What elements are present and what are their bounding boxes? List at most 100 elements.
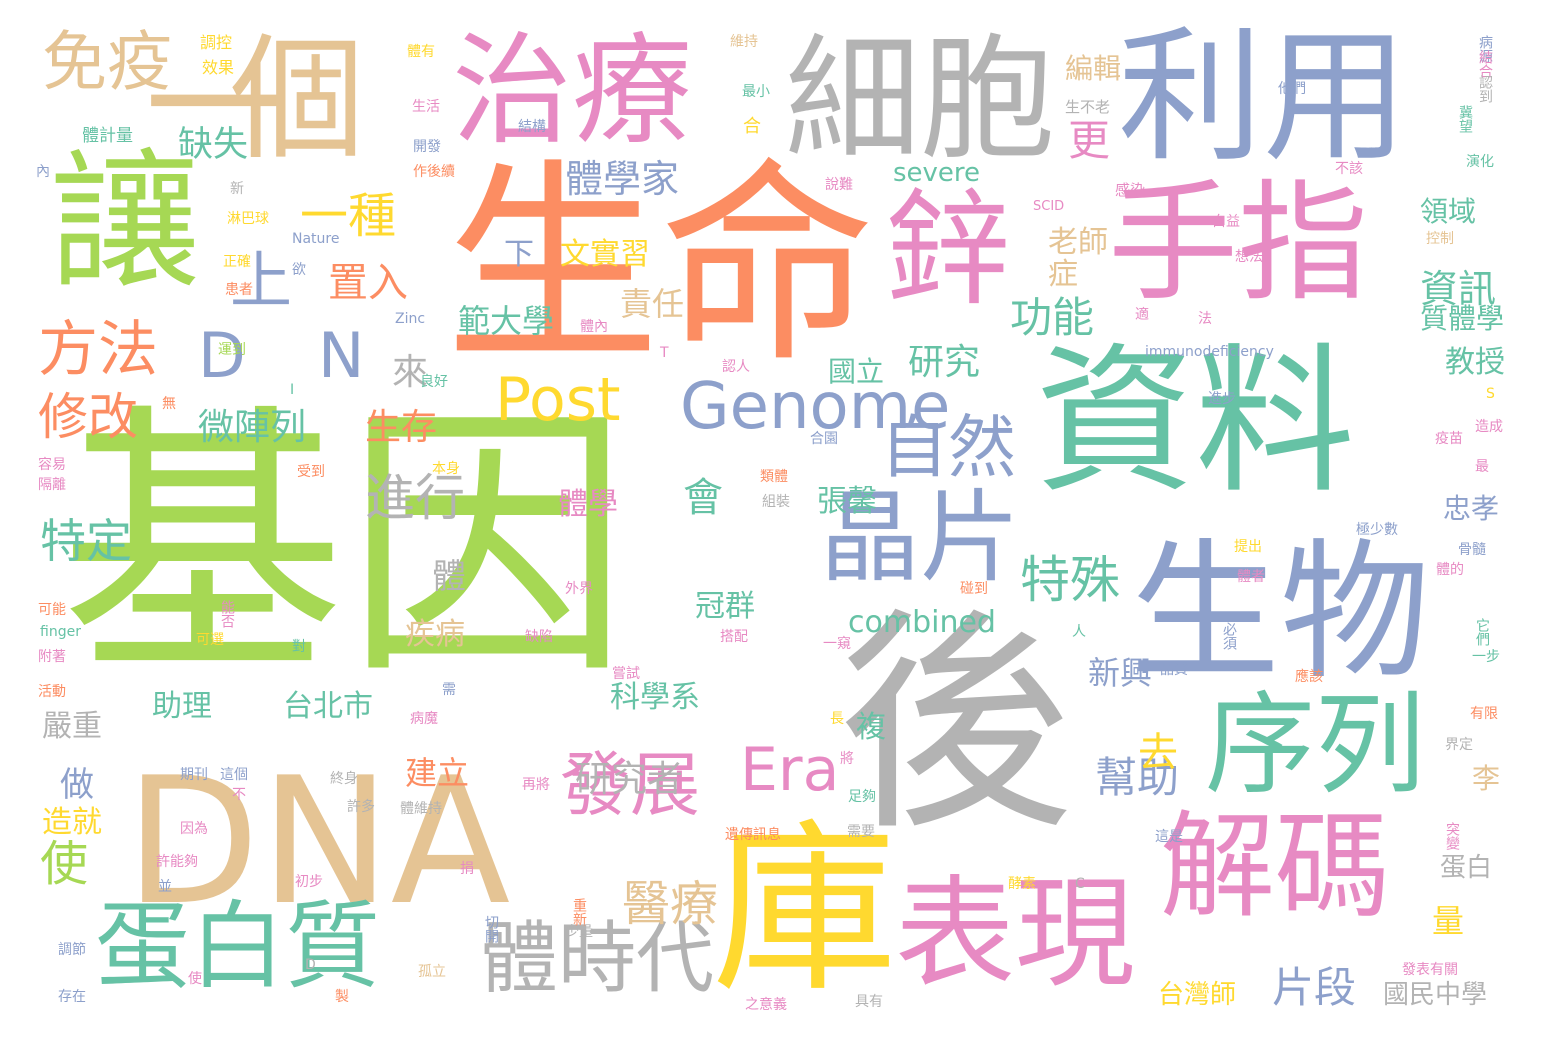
word-n: N (318, 319, 365, 392)
word-chang: 長 (830, 711, 844, 727)
word-shoudao: 受到 (297, 464, 325, 480)
word-zhangxin: 張馨 (817, 484, 877, 519)
word-fa: 法 (1198, 311, 1212, 327)
word-huodong: 活動 (38, 684, 66, 700)
word-li-surname: 李 (1472, 762, 1501, 795)
word-lianghao: 良好 (420, 374, 448, 390)
word-bugai: 不該 (1335, 161, 1363, 177)
word-era: Era (740, 735, 840, 805)
word-ge: 個 (230, 21, 365, 178)
word-heyuan: 合園 (810, 431, 838, 447)
word-zaojiu: 造就 (42, 805, 102, 840)
word-fuzhuo: 附著 (38, 649, 66, 665)
word-combined: combined (848, 605, 996, 640)
word-fangfa: 方法 (38, 315, 158, 385)
word-nengfou: 能否 (219, 600, 235, 628)
word-zhuli: 助理 (152, 689, 212, 724)
word-immunodeficiency: immunodeficiency (1145, 344, 1274, 360)
word-zaocheng: 造成 (1475, 419, 1503, 435)
word-jieding: 界定 (1445, 737, 1473, 753)
word-ku: 庫 (712, 802, 897, 1018)
word-jiaosu: 酵素 (1008, 876, 1036, 892)
word-shi-suit: 適 (1135, 307, 1149, 323)
word-changshi: 嘗試 (612, 666, 640, 682)
word-yinwei: 因為 (180, 821, 208, 837)
word-weichi: 維持 (730, 34, 758, 50)
word-bingyuan: 病源 (1477, 35, 1493, 63)
word-mianyi: 免疫 (42, 25, 173, 100)
word-xiugai: 修改 (38, 388, 138, 446)
word-shang: 上 (230, 244, 293, 317)
word-rendao: 認到 (1477, 75, 1493, 103)
word-shengbulao: 生不老 (1065, 98, 1111, 116)
word-zhengque: 正確 (223, 254, 251, 270)
word-tixuejia: 體學家 (565, 157, 680, 201)
word-pengdao: 碰到 (960, 581, 988, 597)
word-danbaizhi: 蛋白質 (95, 892, 381, 1002)
word-huanzhe: 患者 (225, 282, 253, 298)
word-zheng: 症 (1048, 257, 1078, 292)
word-rongyi: 容易 (38, 457, 66, 473)
word-gusui: 骨髓 (1458, 542, 1486, 558)
word-xin-new: 新 (230, 181, 244, 197)
word-zhege: 這個 (220, 767, 248, 783)
word-d-small: D (305, 957, 316, 973)
word-lai: 來 (392, 352, 429, 393)
word-jiaoshou: 教授 (1445, 345, 1505, 380)
word-yi: 一 (145, 26, 286, 189)
word-d: D (198, 319, 246, 392)
word-tamen-it: 它們 (1474, 618, 1490, 646)
word-zeren: 責任 (620, 285, 685, 323)
word-renren: 認人 (722, 359, 750, 375)
word-guli: 孤立 (418, 964, 446, 980)
word-xunenggou: 許能夠 (156, 854, 198, 870)
word-jinxing: 進行 (365, 469, 465, 527)
word-tishidai: 體時代 (480, 914, 715, 1004)
word-jianli: 建立 (405, 754, 470, 792)
word-jishaoshu: 極少數 (1356, 522, 1398, 538)
word-xin: 鋅 (885, 178, 1010, 323)
word-guanqun: 冠群 (695, 589, 755, 624)
word-kongzhi: 控制 (1426, 231, 1454, 247)
word-bu: 不 (232, 787, 246, 803)
word-bianji: 編輯 (1065, 52, 1122, 85)
word-xulie: 序列 (1205, 681, 1425, 809)
word-shenghuo: 生活 (412, 99, 440, 115)
word-tiyou: 體有 (407, 44, 435, 60)
word-wenshixi: 文實習 (560, 237, 650, 272)
word-kexuan: 可選 (196, 632, 224, 648)
word-yichuanxunxi: 遺傳訊息 (725, 827, 781, 843)
word-danbai: 蛋白 (1440, 853, 1493, 883)
word-keneng: 可能 (38, 602, 66, 618)
word-post: Post (495, 365, 621, 435)
word-zhiyiyi: 之意義 (745, 997, 787, 1013)
word-xia: 下 (504, 237, 534, 272)
word-taibeishi: 台北市 (283, 689, 373, 724)
word-geng: 更 (1068, 116, 1111, 165)
word-tinei: 體內 (580, 319, 608, 335)
word-jiema: 解碼 (1160, 800, 1391, 934)
word-jingpian: 晶片 (820, 479, 1020, 596)
word-zhiru: 置入 (328, 260, 408, 306)
word-jiyin: 基因 (60, 381, 630, 713)
word-hou: 後 (838, 589, 1073, 862)
word-bing: 並 (158, 879, 172, 895)
word-laoshi: 老師 (1048, 225, 1108, 260)
word-teshu: 特殊 (1020, 551, 1120, 609)
word-zinc: Zinc (395, 311, 426, 327)
word-t: T (660, 345, 669, 361)
word-benshen: 本身 (432, 461, 460, 477)
word-xinxing: 新興 (1088, 654, 1153, 692)
word-tiweichi: 體維持 (400, 801, 442, 817)
word-lingyu: 領域 (1420, 195, 1477, 228)
word-xuyao: 需要 (847, 824, 875, 840)
word-zheshi: 這是 (1155, 829, 1183, 845)
word-yiliao: 醫療 (622, 876, 719, 932)
word-dna: DNA (125, 741, 511, 944)
word-shouzhi: 手指 (1108, 167, 1369, 319)
word-tiaojie: 調節 (58, 942, 86, 958)
word-qikan: 期刊 (180, 767, 208, 783)
word-tubian: 突變 (1444, 822, 1460, 850)
word-yundao: 運到 (218, 342, 246, 358)
